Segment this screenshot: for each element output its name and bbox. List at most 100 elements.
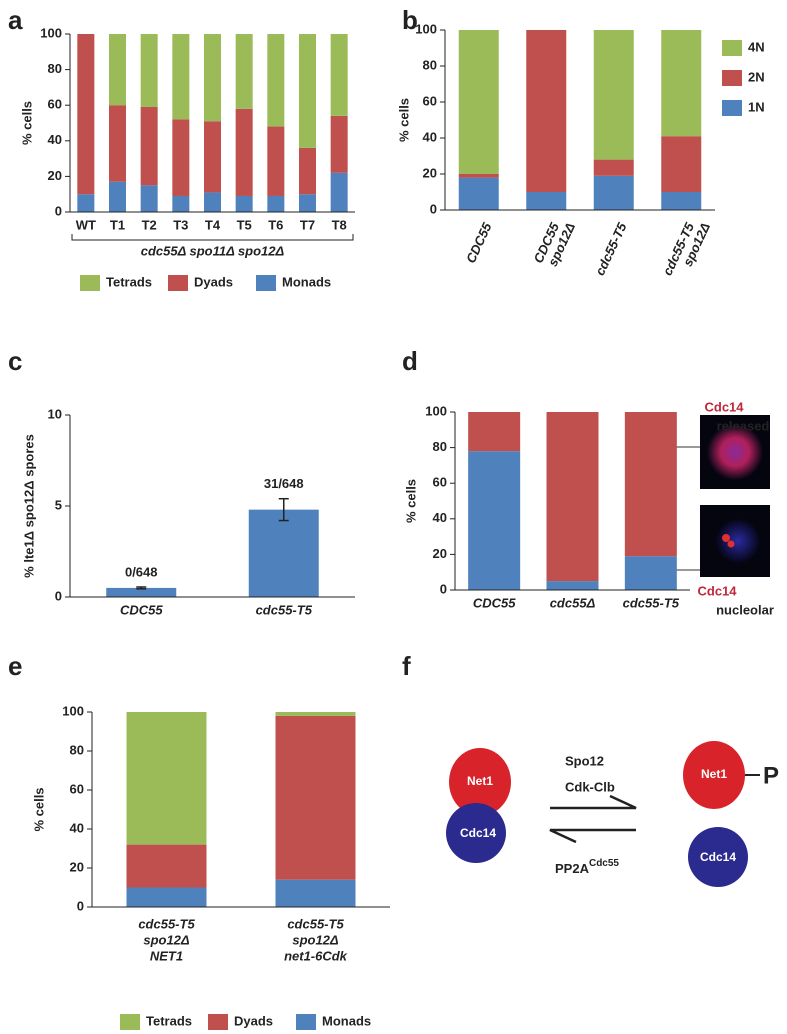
legend-label: Monads: [322, 1013, 371, 1028]
bar-segment: [275, 879, 356, 907]
bar-segment: [624, 412, 677, 557]
x-tick-label: T7: [300, 217, 315, 232]
error-bar: [278, 497, 289, 522]
y-axis-label: % cells: [19, 101, 34, 145]
panel-label: c: [8, 346, 22, 376]
bar-segment: [526, 192, 567, 210]
x-tick-label: cdc55-T5: [287, 916, 344, 931]
x-tick-label: CDC55: [120, 602, 163, 617]
annotation: 31/648: [264, 476, 304, 491]
panel-label: f: [402, 651, 411, 681]
y-tick-label: 100: [40, 25, 62, 40]
bar-segment: [204, 121, 221, 193]
legend-label: Dyads: [194, 274, 233, 289]
legend-swatch: [256, 275, 276, 291]
bar-segment: [299, 194, 316, 212]
x-tick-label: T5: [237, 217, 252, 232]
y-tick-label: 20: [70, 859, 84, 874]
y-axis-label: % cells: [396, 98, 411, 142]
bar-segment: [126, 887, 207, 907]
nucleolar-spot: [722, 534, 730, 542]
bar-segment: [299, 34, 316, 148]
legend-swatch: [722, 100, 742, 116]
cdc14-node: [446, 803, 506, 863]
legend-swatch: [296, 1014, 316, 1030]
bar-segment: [593, 159, 634, 176]
bar-segment: [109, 105, 126, 182]
x-tick-label: spo12Δ: [143, 932, 190, 947]
y-tick-label: 20: [423, 165, 437, 180]
node-label: Cdc14: [460, 826, 496, 840]
y-tick-label: 40: [433, 510, 447, 525]
bar-segment: [235, 108, 253, 196]
panel-label: d: [402, 346, 418, 376]
x-tick-label: net1-6Cdk: [284, 948, 348, 963]
y-axis-label: % cells: [403, 479, 418, 523]
bar-segment: [172, 119, 190, 196]
y-tick-label: 80: [70, 742, 84, 757]
cdc14-node: [688, 827, 748, 887]
x-tick-label: spo12Δ: [292, 932, 339, 947]
image-caption: nucleolar: [716, 602, 774, 617]
arrow-label: Cdk-Clb: [565, 779, 615, 794]
bar: [106, 587, 177, 597]
nucleolar-spot: [727, 540, 735, 548]
panel-label: b: [402, 5, 418, 35]
bar-segment: [235, 34, 253, 109]
node-label: Net1: [467, 774, 493, 788]
legend-swatch: [208, 1014, 228, 1030]
bar-segment: [330, 115, 348, 173]
bar-segment: [140, 185, 158, 212]
image-title: Cdc14: [697, 583, 737, 598]
legend-label: 4N: [748, 39, 765, 54]
bar-segment: [172, 195, 190, 212]
y-tick-label: 60: [423, 93, 437, 108]
bar-segment: [593, 175, 634, 210]
bar-segment: [593, 30, 634, 160]
legend-swatch: [722, 70, 742, 86]
net1-node: [449, 748, 511, 816]
y-tick-label: 40: [48, 132, 62, 147]
y-tick-label: 80: [423, 57, 437, 72]
x-tick-label: T6: [268, 217, 283, 232]
bar-segment: [468, 412, 521, 452]
y-tick-label: 100: [415, 21, 437, 36]
y-tick-label: 20: [433, 546, 447, 561]
node-label: Cdc14: [700, 850, 736, 864]
forward-arrow: [550, 794, 637, 810]
cell-stain: [707, 424, 763, 480]
bar-segment: [458, 177, 499, 210]
bar-segment: [661, 30, 702, 137]
x-tick-label: T3: [173, 217, 188, 232]
bar-segment: [77, 194, 95, 212]
y-tick-label: 0: [430, 201, 437, 216]
bar-segment: [267, 195, 285, 212]
legend-label: Dyads: [234, 1013, 273, 1028]
reverse-arrow: [549, 828, 636, 844]
x-tick-label: WT: [76, 217, 96, 232]
y-tick-label: 10: [48, 406, 62, 421]
bar-segment: [468, 451, 521, 590]
x-tick-label: T2: [142, 217, 157, 232]
y-axis-label: % cells: [31, 787, 46, 831]
legend-label: Monads: [282, 274, 331, 289]
y-tick-label: 80: [433, 439, 447, 454]
bar-segment: [126, 844, 207, 888]
bar-segment: [126, 712, 207, 845]
y-tick-label: 60: [433, 475, 447, 490]
bar-segment: [661, 192, 702, 210]
legend-label: Tetrads: [106, 274, 152, 289]
bar-segment: [204, 34, 221, 122]
x-tick-label: T1: [110, 217, 125, 232]
y-tick-label: 40: [70, 820, 84, 835]
error-bar: [136, 586, 147, 590]
phosphate: P: [763, 762, 779, 789]
x-tick-label: CDC55: [463, 220, 495, 266]
x-tick-label: CDC55: [473, 595, 516, 610]
bar-segment: [267, 126, 285, 196]
bracket: [71, 234, 354, 241]
y-axis-label: % lte1Δ spo12Δ spores: [21, 434, 36, 578]
bar-segment: [330, 34, 348, 116]
annotation: 0/648: [125, 564, 158, 579]
x-tick-label: cdc55-T5: [623, 595, 680, 610]
